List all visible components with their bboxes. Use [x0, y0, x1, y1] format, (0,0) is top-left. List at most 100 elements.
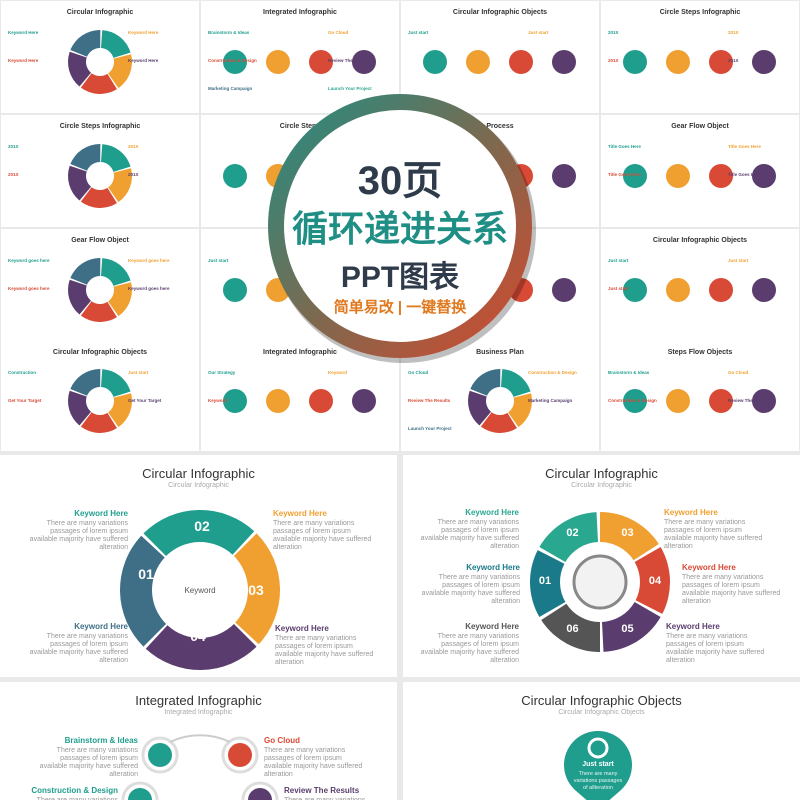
icon-circle — [752, 389, 776, 413]
segment-number: 02 — [566, 527, 579, 540]
keyword: Keyword Here — [74, 622, 128, 631]
keyword: Brainstorm & Ideas — [64, 736, 138, 745]
icon-circle — [309, 50, 333, 74]
description: There are many variations passages of lo… — [39, 747, 138, 778]
thumbnail-label: Keyword Here — [128, 58, 159, 63]
ring-segment — [100, 258, 131, 286]
keyword: Keyword Here — [273, 509, 327, 518]
thumbnail-label: Just start — [128, 370, 149, 375]
ring-segment — [70, 144, 101, 171]
thumbnail-label: Go Cloud — [728, 370, 749, 375]
ring-segment — [80, 301, 117, 322]
ring-segment — [530, 550, 566, 617]
icon-circle — [223, 164, 247, 188]
ring-segment — [508, 393, 532, 428]
icon-circle — [352, 389, 376, 413]
icon-circle — [352, 50, 376, 74]
slide-subtitle: Integrated Infographic — [164, 709, 233, 716]
icon-circle — [223, 50, 247, 74]
thumbnail-label: Construction & Design — [208, 58, 257, 63]
thumbnail-label: Keyword goes here — [8, 258, 50, 263]
thumbnail-title: Circle Steps Infographic — [59, 123, 141, 130]
ring-segment — [80, 412, 117, 433]
thumbnail-title: Circular Infographic — [66, 9, 134, 16]
thumbnail-label: Review The Results — [728, 398, 771, 403]
slide — [0, 682, 397, 800]
description: There are many variations passages of lo… — [421, 574, 520, 605]
ring-segment — [100, 144, 131, 172]
description: There are many variations passages of lo… — [420, 633, 519, 664]
segment-number: 06 — [566, 622, 579, 635]
thumbnail-label: Launch Your Project — [408, 426, 452, 431]
thumbnail-title: Circle Steps — [279, 123, 321, 130]
icon-circle — [552, 278, 576, 302]
thumbnail-label: Our Strategy — [208, 370, 236, 375]
segment-number: 04 — [648, 575, 662, 587]
thumbnail-label: Just start — [528, 30, 549, 35]
icon-circle — [666, 389, 690, 413]
ring-segment — [634, 547, 670, 614]
segment-number: 03 — [621, 527, 634, 540]
icon-circle — [423, 50, 447, 74]
thumbnail-title: Gear Flow Object — [71, 237, 129, 244]
badge-tagline: 简单易改 | 一键替换 — [333, 299, 467, 316]
keyword: Keyword Here — [466, 563, 520, 572]
icon-circle — [752, 50, 776, 74]
thumbnail-title: Circle Steps Infographic — [659, 9, 741, 16]
ring-segment — [100, 369, 131, 397]
thumbnail-label: 201X — [608, 58, 619, 63]
thumbnail-label: 201X — [608, 30, 619, 35]
thumbnail-label: 201X — [128, 144, 139, 149]
slide-title: Circular Infographic — [142, 466, 255, 481]
segment-number: 04 — [190, 628, 206, 644]
icon-circle — [466, 50, 490, 74]
ring-segment — [468, 390, 492, 426]
description: There are many variations passages of lo… — [420, 519, 519, 550]
thumbnail-label: Keyword goes here — [128, 286, 170, 291]
icon-circle — [666, 278, 690, 302]
ring-segment — [68, 165, 92, 201]
ring-segment — [500, 369, 531, 397]
ring-segment — [108, 168, 132, 203]
thumbnail-label: Just start — [208, 258, 229, 263]
pin-icon — [587, 737, 609, 759]
thumbnail-label: Keyword goes here — [128, 258, 170, 263]
slide-title: Circular Infographic — [545, 466, 658, 481]
ring-segment — [68, 51, 92, 87]
keyword: Keyword Here — [666, 622, 720, 631]
keyword: Keyword Here — [74, 509, 128, 518]
icon-circle — [666, 50, 690, 74]
badge-count: 30页 — [357, 159, 443, 203]
slide-title: Circular Infographic Objects — [521, 693, 682, 708]
icon-circle — [709, 278, 733, 302]
icon-circle — [752, 164, 776, 188]
ring-segment — [100, 30, 131, 58]
badge-inner — [284, 110, 516, 342]
description: There are many variations passages of al… — [573, 771, 623, 791]
description: There are many variations passages of lo… — [284, 797, 384, 800]
icon-circle — [623, 50, 647, 74]
thumbnail-label: 201X — [728, 30, 739, 35]
thumbnail-label: 201X — [728, 58, 739, 63]
ring-segment — [539, 512, 599, 562]
keyword: Keyword Here — [465, 508, 519, 517]
icon-circle — [623, 278, 647, 302]
thumbnail-title: Steps Flow Objects — [667, 349, 733, 356]
thumbnail-label: Just start — [408, 30, 429, 35]
segment-number: 02 — [194, 518, 210, 534]
description: There are many variations passages of lo… — [666, 633, 765, 664]
thumbnail-label: Marketing Campaign — [528, 398, 573, 403]
thumbnail-label: Title Goes Here — [728, 172, 761, 177]
description: There are many variations passages of lo… — [682, 574, 781, 605]
thumbnail-title: Circular Infographic Objects — [52, 349, 148, 356]
thumbnail — [1, 1, 199, 113]
thumbnail-title: Business Plan — [476, 349, 524, 356]
connector — [169, 734, 231, 743]
thumbnail-label: 201X — [128, 172, 139, 177]
thumbnail-label: Title Goes Here — [608, 144, 641, 149]
segment-number: 03 — [248, 582, 264, 598]
slide-subtitle: Circular Infographic Objects — [558, 709, 645, 716]
icon-circle — [509, 50, 533, 74]
